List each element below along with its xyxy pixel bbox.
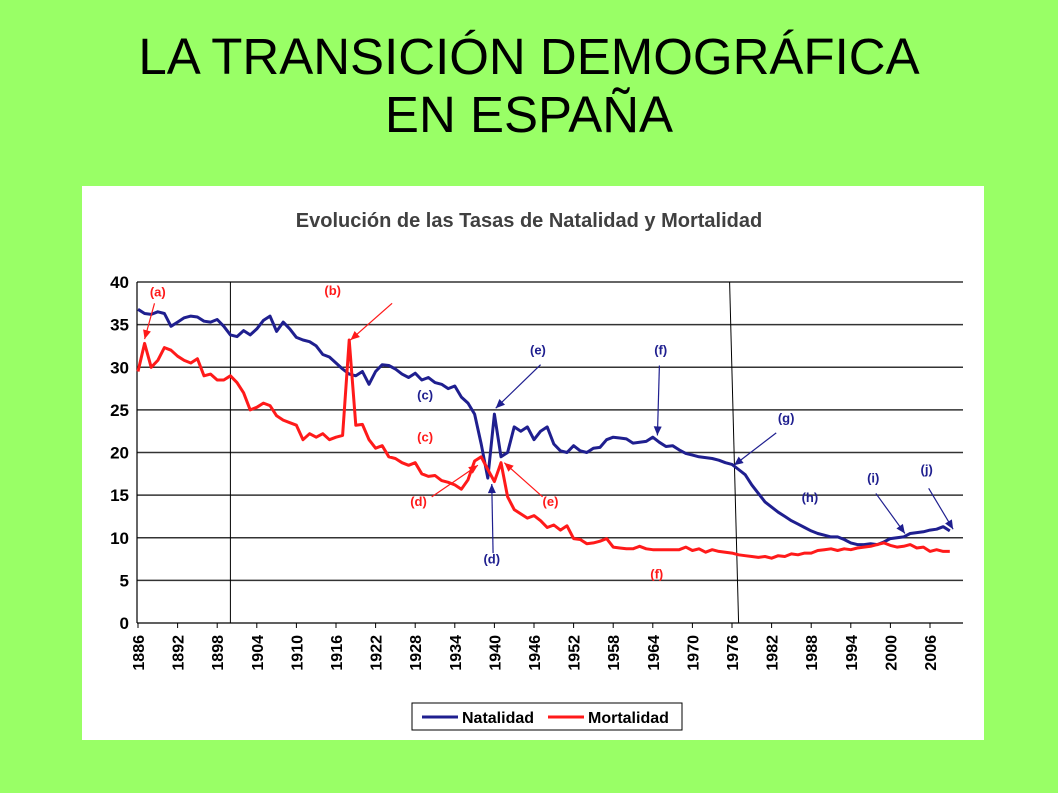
slide-title-line1: LA TRANSICIÓN DEMOGRÁFICA (138, 28, 920, 85)
annotation-arrowhead (945, 519, 954, 530)
series-line-natalidad (137, 308, 951, 547)
slide-title: LA TRANSICIÓN DEMOGRÁFICA EN ESPAÑA (0, 28, 1058, 144)
x-tick-label: 1898 (210, 635, 227, 671)
y-tick-label: 40 (110, 273, 129, 292)
slide-title-line2: EN ESPAÑA (384, 86, 674, 143)
x-tick-label: 1904 (250, 635, 267, 671)
annotation-arrow (656, 365, 660, 436)
annotation-label: (j) (921, 462, 933, 477)
annotation-label: (a) (150, 284, 166, 299)
line-chart: Evolución de las Tasas de Natalidad y Mo… (110, 210, 963, 731)
x-tick-label: 1958 (606, 635, 623, 671)
annotation-arrow (495, 364, 542, 409)
annotation-label: (e) (530, 342, 546, 357)
y-tick-label: 5 (120, 571, 129, 590)
annotation-arrowhead (143, 329, 151, 340)
x-tick-label: 1916 (329, 635, 346, 671)
x-tick-label: 1928 (408, 635, 425, 671)
y-tick-label: 30 (110, 358, 129, 377)
x-tick-label: 1994 (844, 635, 861, 671)
y-tick-label: 0 (120, 614, 129, 633)
annotation-arrowhead (487, 484, 496, 494)
x-tick-label: 2000 (883, 635, 900, 671)
annotation-label: (c) (417, 429, 433, 444)
annotation-label: (g) (778, 411, 795, 426)
chart-title: Evolución de las Tasas de Natalidad y Mo… (296, 210, 762, 232)
x-tick-label: 1886 (131, 635, 148, 671)
y-tick-label: 20 (110, 444, 129, 463)
x-tick-label: 1892 (171, 635, 188, 671)
annotation-label: (b) (324, 283, 341, 298)
legend-label: Mortalidad (588, 710, 669, 727)
x-tick-label: 1940 (487, 635, 504, 671)
annotation-label: (d) (410, 494, 427, 509)
annotation-label: (h) (802, 490, 819, 505)
annotation-label: (f) (654, 342, 667, 357)
x-tick-label: 1922 (369, 635, 386, 671)
legend-label: Natalidad (462, 710, 534, 727)
annotation-label: (f) (650, 567, 663, 582)
annotation-label: (e) (543, 494, 559, 509)
x-tick-label: 2006 (923, 635, 940, 671)
x-tick-label: 1982 (765, 635, 782, 671)
phase-divider-line (729, 281, 740, 624)
chart-frame: Evolución de las Tasas de Natalidad y Mo… (82, 186, 984, 740)
annotation-arrow (431, 464, 479, 498)
annotation-label: (d) (483, 551, 500, 566)
x-tick-label: 1964 (646, 635, 663, 671)
series-line-mortalidad (136, 338, 950, 560)
x-tick-label: 1934 (448, 635, 465, 671)
x-tick-label: 1970 (685, 635, 702, 671)
x-tick-label: 1946 (527, 635, 544, 671)
annotation-arrowhead (896, 523, 905, 534)
annotation-arrowhead (734, 456, 744, 466)
annotation-arrow (350, 302, 393, 341)
legend: Natalidad Mortalidad (411, 702, 683, 731)
annotation-arrowhead (468, 465, 478, 474)
y-tick-label: 15 (110, 486, 129, 505)
annotation-label: (i) (867, 470, 879, 485)
annotation-arrowhead (350, 331, 360, 340)
x-tick-label: 1976 (725, 635, 742, 671)
annotation-label: (c) (417, 388, 433, 403)
annotation-arrowhead (504, 462, 514, 472)
x-tick-label: 1952 (567, 635, 584, 671)
y-tick-label: 10 (110, 529, 129, 548)
annotation-arrowhead (653, 426, 662, 436)
x-tick-label: 1988 (804, 635, 821, 671)
y-tick-label: 35 (110, 316, 129, 335)
annotation-arrowhead (495, 399, 505, 409)
annotation-arrow (491, 484, 494, 554)
x-tick-label: 1910 (289, 635, 306, 671)
y-tick-label: 25 (110, 401, 129, 420)
